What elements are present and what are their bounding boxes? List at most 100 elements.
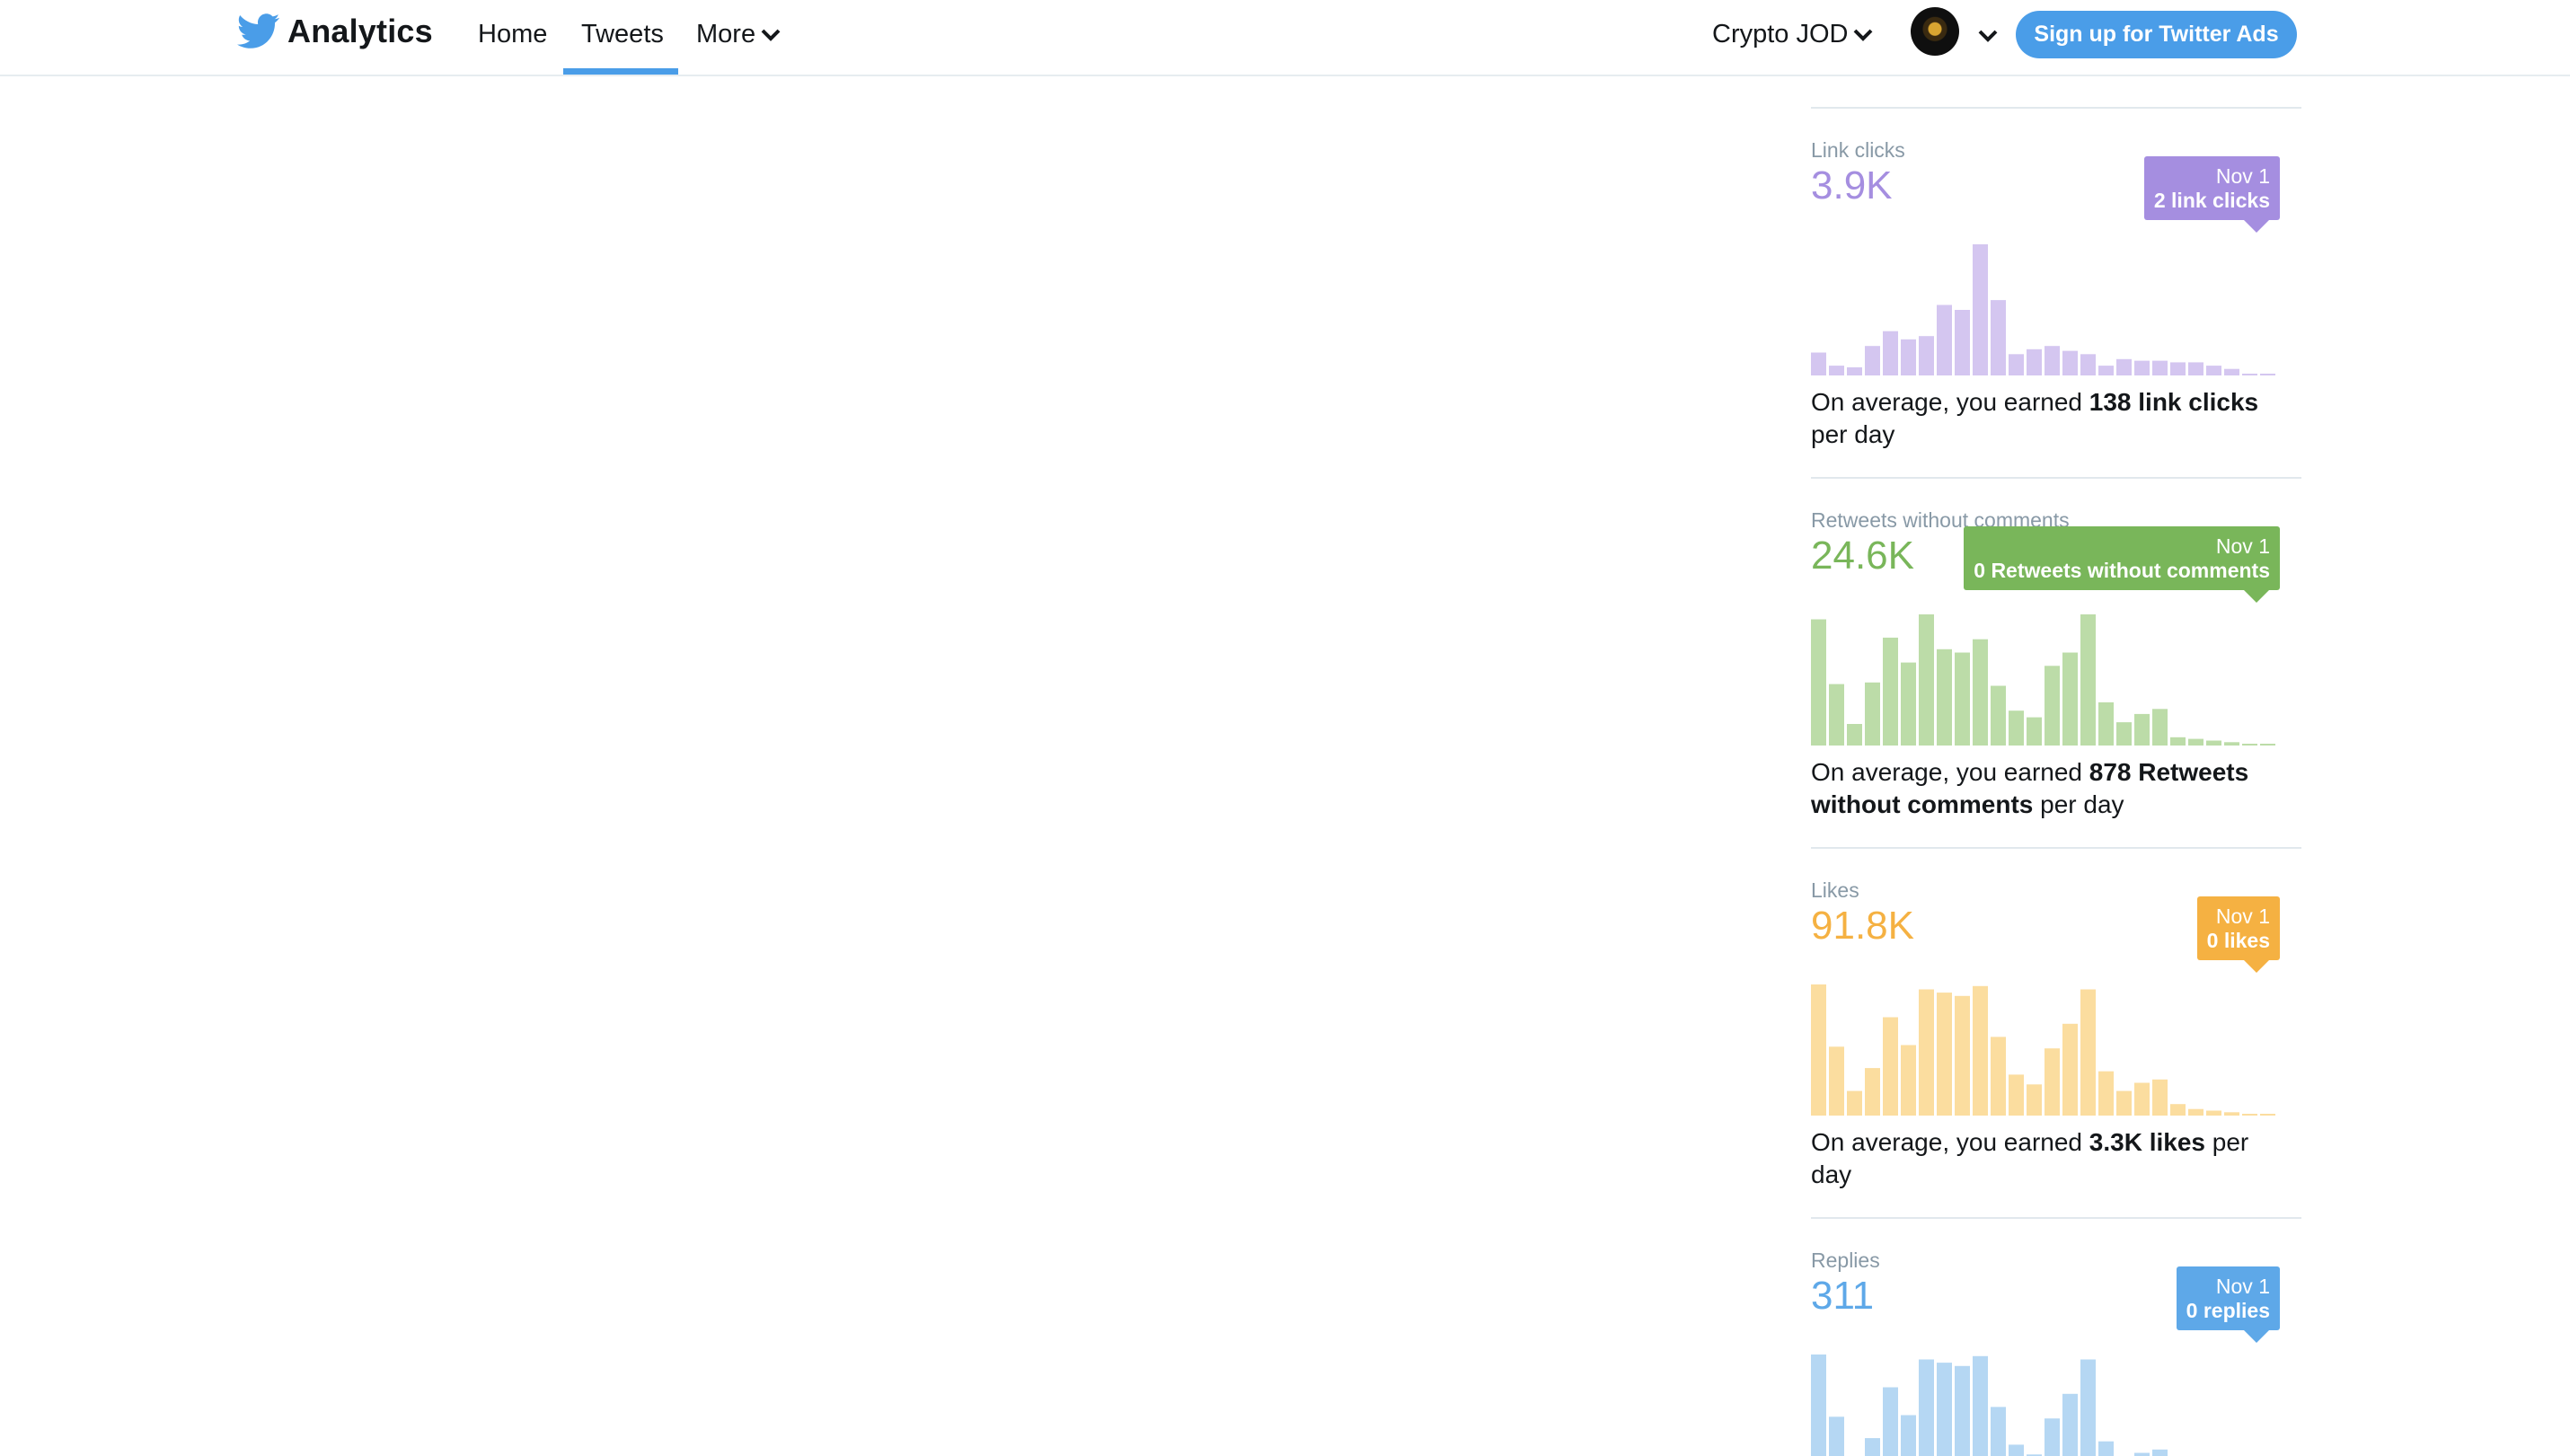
chart-bar[interactable] (2116, 1090, 2132, 1116)
chart-bar[interactable] (1955, 310, 1970, 375)
chart-bar[interactable] (2242, 1114, 2257, 1116)
daily-bar-chart[interactable] (1811, 981, 2278, 1116)
chart-bar[interactable] (2027, 349, 2042, 375)
chart-bar[interactable] (2009, 710, 2024, 746)
chart-bar[interactable] (1973, 639, 1988, 746)
chart-bar[interactable] (2116, 722, 2132, 746)
chart-bar[interactable] (2170, 362, 2186, 375)
chart-bar[interactable] (2242, 374, 2257, 375)
chart-bar[interactable] (2098, 1071, 2114, 1116)
chart-bar[interactable] (2206, 1110, 2221, 1116)
chart-bar[interactable] (2045, 346, 2060, 375)
daily-bar-chart[interactable] (1811, 611, 2278, 746)
chart-bar[interactable] (2009, 1444, 2024, 1456)
chart-bar[interactable] (1937, 1363, 1952, 1456)
chart-bar[interactable] (2027, 1454, 2042, 1456)
chart-bar[interactable] (2170, 1104, 2186, 1116)
daily-bar-chart[interactable] (1811, 1351, 2278, 1456)
chart-bar[interactable] (1937, 649, 1952, 746)
nav-home[interactable]: Home (478, 20, 547, 49)
chart-bar[interactable] (1937, 993, 1952, 1116)
chart-bar[interactable] (1811, 619, 1826, 746)
chart-bar[interactable] (1883, 331, 1898, 375)
chart-bar[interactable] (2260, 744, 2275, 746)
chart-bar[interactable] (1811, 984, 1826, 1116)
chart-bar[interactable] (2170, 737, 2186, 746)
chart-bar[interactable] (2116, 358, 2132, 375)
chart-bar[interactable] (2027, 717, 2042, 746)
chart-bar[interactable] (2134, 1082, 2150, 1116)
chart-bar[interactable] (1883, 1387, 1898, 1456)
chart-bar[interactable] (2098, 366, 2114, 375)
daily-bar-chart[interactable] (1811, 241, 2278, 375)
chart-bar[interactable] (2062, 652, 2078, 746)
chart-bar[interactable] (1847, 1090, 1862, 1116)
avatar[interactable] (1911, 7, 1959, 56)
chart-bar[interactable] (1973, 1355, 1988, 1456)
chart-bar[interactable] (2134, 1452, 2150, 1456)
nav-more-dropdown[interactable]: More (696, 20, 781, 49)
chart-bar[interactable] (1865, 682, 1880, 746)
chart-bar[interactable] (1973, 985, 1988, 1116)
chart-bar[interactable] (1955, 652, 1970, 746)
chart-bar[interactable] (1901, 1415, 1916, 1456)
chart-bar[interactable] (2242, 744, 2257, 746)
chart-bar[interactable] (2045, 1418, 2060, 1456)
chart-bar[interactable] (1847, 724, 1862, 746)
chart-bar[interactable] (1901, 1045, 1916, 1116)
chart-bar[interactable] (1829, 1416, 1844, 1456)
chart-bar[interactable] (1829, 366, 1844, 375)
chart-bar[interactable] (2152, 1449, 2168, 1456)
chart-bar[interactable] (1973, 244, 1988, 375)
chart-bar[interactable] (1919, 989, 1934, 1116)
chart-bar[interactable] (2152, 1079, 2168, 1116)
chart-bar[interactable] (2080, 614, 2096, 746)
chart-bar[interactable] (2224, 742, 2239, 746)
chart-bar[interactable] (2062, 1023, 2078, 1116)
chart-bar[interactable] (1811, 1355, 1826, 1456)
chart-bar[interactable] (2009, 1074, 2024, 1116)
chart-bar[interactable] (1991, 685, 2006, 746)
chart-bar[interactable] (2188, 1108, 2203, 1116)
chart-bar[interactable] (2134, 713, 2150, 746)
chart-bar[interactable] (1883, 1017, 1898, 1116)
chart-bar[interactable] (2098, 702, 2114, 746)
chart-bar[interactable] (1865, 346, 1880, 375)
chart-bar[interactable] (1991, 1037, 2006, 1116)
chart-bar[interactable] (2027, 1084, 2042, 1116)
chart-bar[interactable] (2260, 374, 2275, 375)
chart-bar[interactable] (1865, 1438, 1880, 1456)
chart-bar[interactable] (2188, 738, 2203, 746)
chart-bar[interactable] (1811, 352, 1826, 376)
chart-bar[interactable] (1919, 336, 1934, 375)
chart-bar[interactable] (1847, 366, 1862, 375)
chart-bar[interactable] (1829, 1046, 1844, 1116)
chart-bar[interactable] (1865, 1068, 1880, 1116)
chart-bar[interactable] (2134, 360, 2150, 375)
chart-bar[interactable] (2045, 1048, 2060, 1116)
nav-tweets[interactable]: Tweets (581, 20, 664, 49)
chart-bar[interactable] (2009, 354, 2024, 375)
chart-bar[interactable] (2206, 740, 2221, 746)
chart-bar[interactable] (1991, 1407, 2006, 1456)
chart-bar[interactable] (2080, 989, 2096, 1116)
chart-bar[interactable] (1955, 995, 1970, 1116)
chart-bar[interactable] (1901, 662, 1916, 746)
chart-bar[interactable] (2062, 350, 2078, 375)
chart-bar[interactable] (1829, 684, 1844, 746)
chart-bar[interactable] (2152, 360, 2168, 375)
chart-bar[interactable] (2224, 1112, 2239, 1116)
chart-bar[interactable] (1901, 339, 1916, 375)
chart-bar[interactable] (2188, 362, 2203, 375)
chart-bar[interactable] (2080, 1359, 2096, 1456)
chart-bar[interactable] (2206, 366, 2221, 375)
chart-bar[interactable] (1937, 304, 1952, 376)
chevron-down-icon[interactable] (1978, 30, 1998, 42)
chart-bar[interactable] (2045, 666, 2060, 746)
sign-up-twitter-ads-button[interactable]: Sign up for Twitter Ads (2016, 11, 2297, 58)
chart-bar[interactable] (1991, 300, 2006, 375)
chart-bar[interactable] (1883, 637, 1898, 746)
chart-bar[interactable] (1919, 614, 1934, 746)
account-switcher[interactable]: Crypto JOD (1712, 20, 1873, 49)
chart-bar[interactable] (1955, 1365, 1970, 1456)
